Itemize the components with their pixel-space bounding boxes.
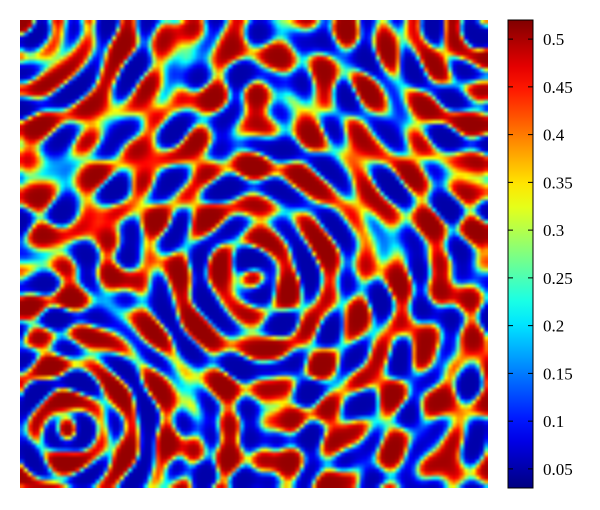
heatmap-plot [20, 20, 488, 488]
colorbar-tick-label: 0.2 [543, 317, 564, 336]
colorbar-tick-label: 0.45 [543, 78, 573, 97]
colorbar-tick-label: 0.05 [543, 460, 573, 479]
colorbar-tick-label: 0.15 [543, 364, 573, 383]
colorbar-tick-label: 0.1 [543, 412, 564, 431]
colorbar-tick-label: 0.3 [543, 221, 564, 240]
colorbar-tick-label: 0.25 [543, 269, 573, 288]
colorbar-tick-label: 0.35 [543, 173, 573, 192]
colorbar-ticks: 0.05 0.1 0.15 0.2 0.25 0.3 0.35 0.4 0.45 0.5 [508, 30, 573, 479]
colorbar-bar [507, 19, 534, 489]
colorbar-tick-label: 0.5 [543, 30, 564, 49]
colorbar-tick-label: 0.4 [543, 126, 565, 145]
